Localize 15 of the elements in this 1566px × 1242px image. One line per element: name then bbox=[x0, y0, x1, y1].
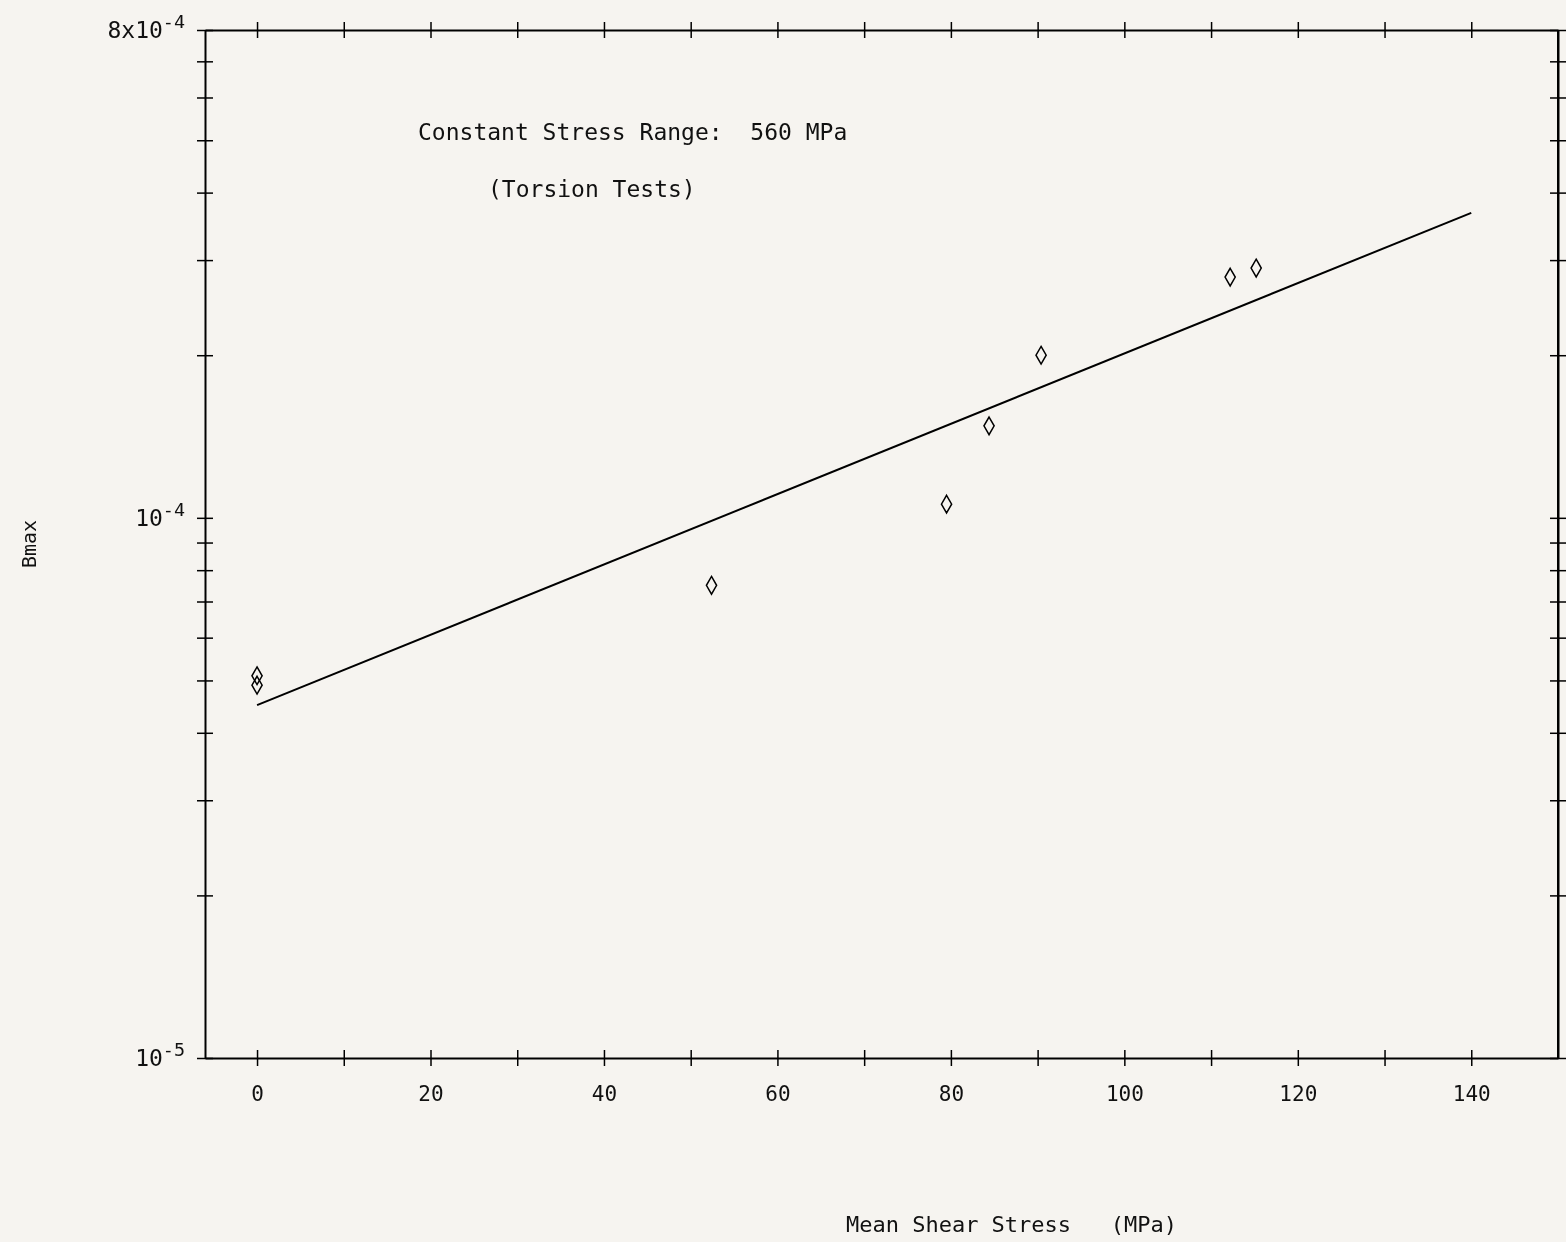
x-tick-label: 60 bbox=[765, 1081, 791, 1106]
y-tick-label: 10$^{-4}$ bbox=[135, 498, 185, 531]
x-axis-title: Mean Shear Stress (MPa) bbox=[845, 1212, 1178, 1237]
x-tick-label: 120 bbox=[1279, 1081, 1318, 1106]
annotation: (Torsion Tests) bbox=[488, 176, 696, 202]
y-tick-label: 10$^{-5}$ bbox=[135, 1038, 185, 1071]
y-axis-title: Bmax bbox=[17, 519, 41, 569]
x-tick-label: 20 bbox=[418, 1081, 444, 1106]
x-tick-label: 40 bbox=[591, 1081, 618, 1106]
x-tick-label: 0 bbox=[251, 1081, 264, 1106]
annotation: Constant Stress Range: 560 MPa bbox=[418, 119, 848, 145]
x-tick-label: 100 bbox=[1105, 1081, 1144, 1106]
x-tick-label: 80 bbox=[938, 1081, 965, 1106]
x-tick-label: 140 bbox=[1452, 1081, 1491, 1106]
y-tick-label: 8x10$^{-4}$ bbox=[107, 10, 185, 43]
